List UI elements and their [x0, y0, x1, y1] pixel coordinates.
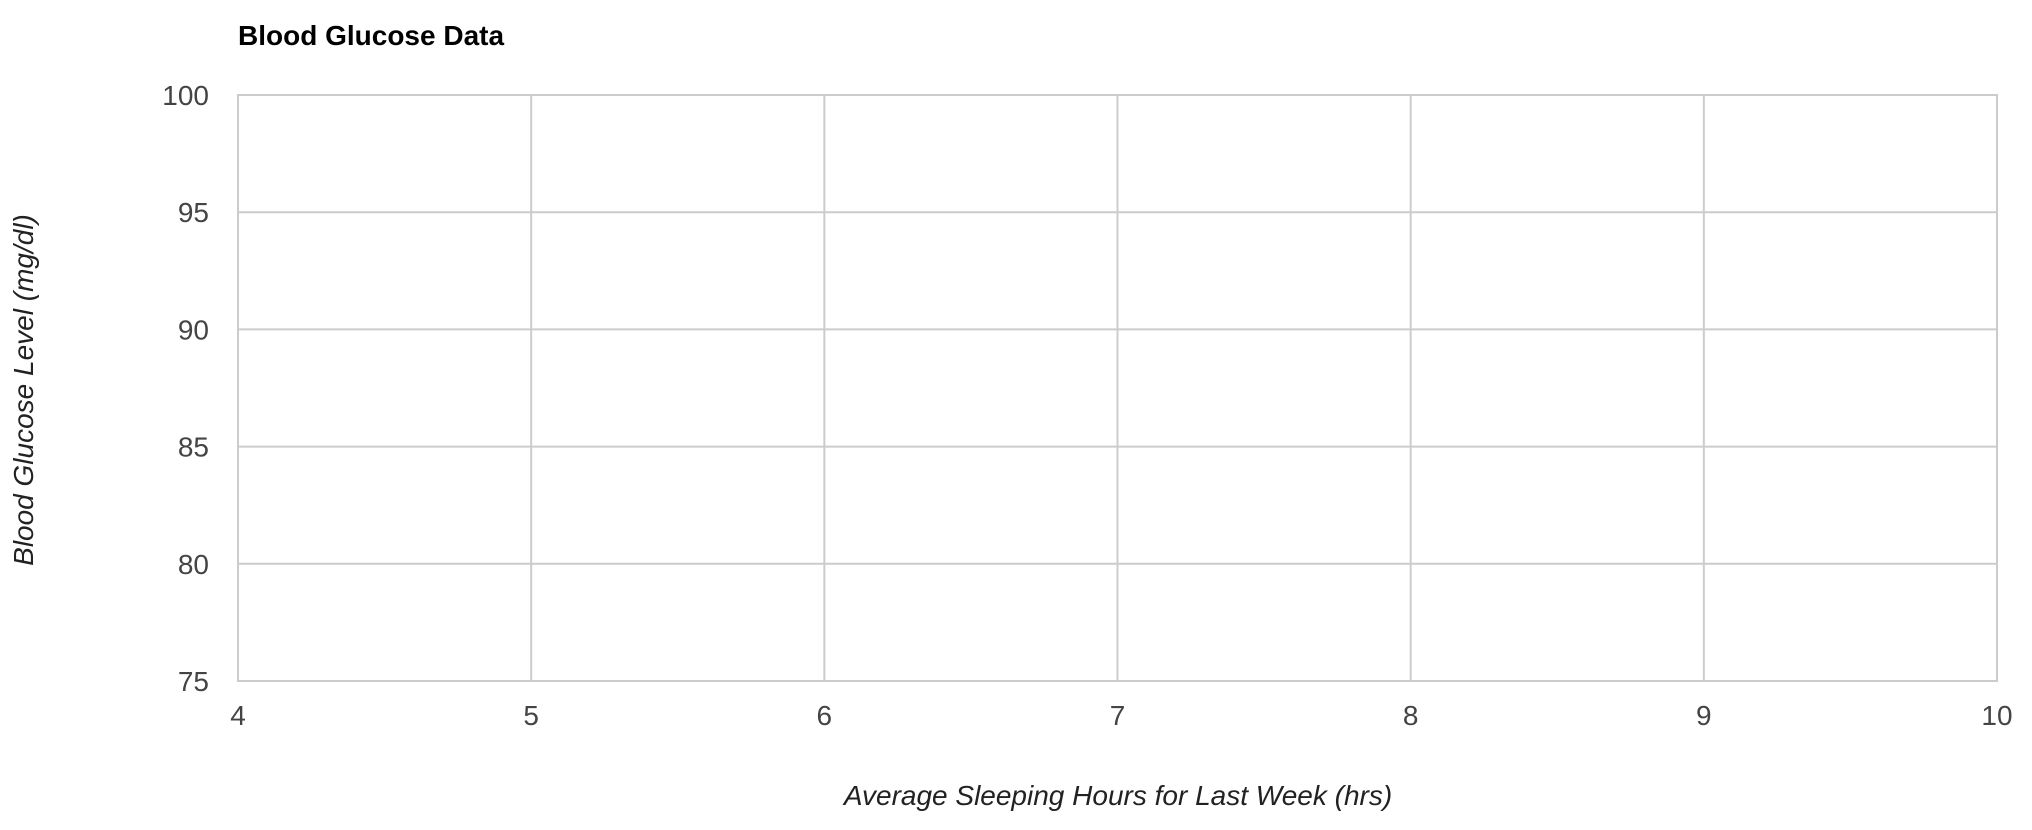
grid-lines: [237, 94, 1998, 682]
x-axis-ticks: 4 5 6 7 8 9 10: [230, 700, 2012, 731]
y-tick-label: 75: [178, 666, 209, 697]
y-tick-label: 90: [178, 314, 209, 345]
x-tick-label: 10: [1981, 700, 2012, 731]
x-tick-label: 9: [1696, 700, 1712, 731]
y-tick-label: 100: [162, 80, 209, 111]
plot-area: [237, 94, 1998, 682]
x-tick-label: 6: [817, 700, 833, 731]
y-tick-label: 80: [178, 549, 209, 580]
y-tick-label: 85: [178, 432, 209, 463]
y-axis-label: Blood Glucose Level (mg/dl): [8, 214, 39, 566]
x-tick-label: 8: [1403, 700, 1419, 731]
x-tick-label: 7: [1110, 700, 1126, 731]
y-axis-ticks: 100 95 90 85 80 75: [162, 80, 209, 697]
x-axis-label: Average Sleeping Hours for Last Week (hr…: [842, 780, 1392, 811]
x-tick-label: 5: [523, 700, 539, 731]
chart-title: Blood Glucose Data: [238, 20, 504, 51]
x-tick-label: 4: [230, 700, 246, 731]
y-tick-label: 95: [178, 197, 209, 228]
